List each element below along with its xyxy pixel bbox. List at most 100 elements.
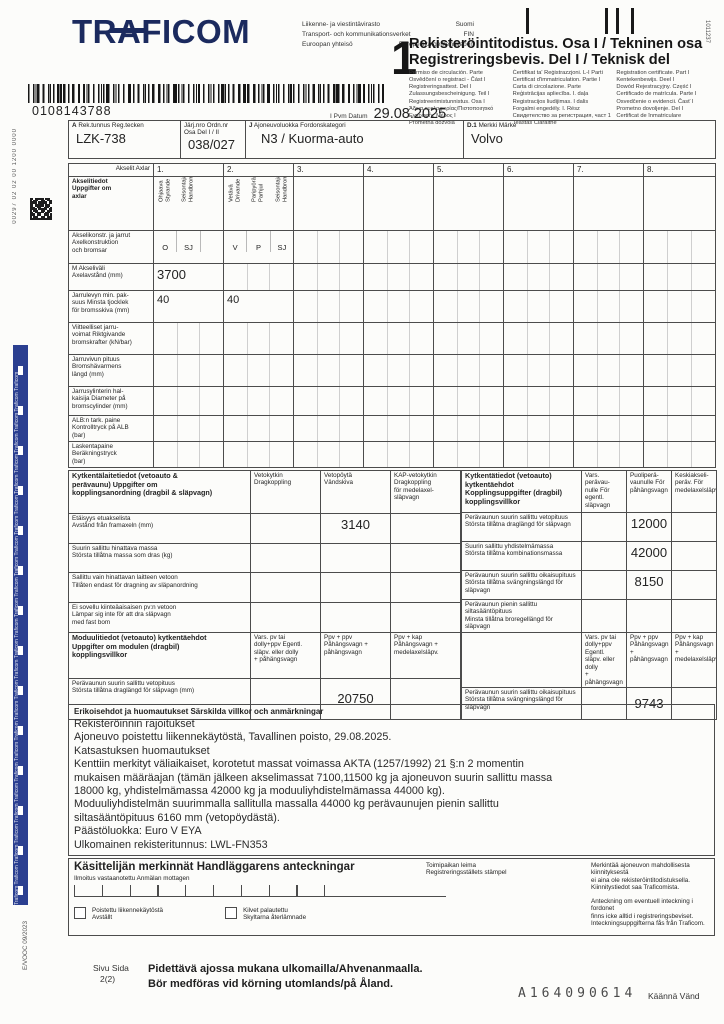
special-conditions-title: Erikoisehdot ja huomautukset Särskilda v… — [74, 707, 324, 716]
no-rigid-drawbar-label: Ei sovellu kiinteäaisaisen pv:n vetoon L… — [68, 601, 251, 633]
date-value: 29.08.2025 — [373, 106, 447, 122]
order-number-label-1: Järj.nro Ordn.nr — [184, 122, 229, 129]
coupling-device-title: Kytkentälaitetiedot (vetoauto & perävaun… — [68, 470, 251, 514]
carry-abroad-fi: Pidettävä ajossa mukana ulkomailla/Ahven… — [148, 963, 423, 975]
min-bridge-rule-label: Perävaunun pienin sallittu siltasääntöpi… — [461, 599, 582, 633]
form-version-code: E/VOOC 09/2023 — [22, 920, 29, 970]
multilingual-titles: Permiso de circulación. Parte Osvědčení … — [409, 70, 715, 127]
identification-table: A Rek.tunnus Reg.tecken LZK-738 Järj.nro… — [68, 120, 716, 159]
axle-number-8: 8. — [643, 163, 716, 177]
calc-pressure-label: Laskentapaine Beräkningstryck (bar) — [68, 441, 154, 468]
languages-column-2: Ċertifikat ta' Reġistrazzjoni. L-I Parti… — [512, 70, 611, 126]
notification-received-label: Ilmoitus vastaanotettu Anmälan mottagen — [74, 875, 190, 882]
order-number-value: 038/027 — [188, 136, 235, 152]
traficom-logo: TRAFICOM — [72, 13, 251, 50]
barcode-number: 0108143788 — [32, 104, 112, 118]
max-towed-mass-label: Suurin sallittu hinattava massa Största … — [68, 542, 251, 574]
coupling-device-table: Kytkentälaitetiedot (vetoauto & perävaun… — [68, 470, 461, 633]
vehicle-class-cell: J Ajoneuvoluokka Fordonskategori N3 / Ku… — [245, 120, 464, 159]
towing-hitch-col: Vetokytkin Dragkoppling — [250, 470, 321, 514]
condition-line: Katsastuksen huomautukset — [74, 744, 210, 757]
decommissioned-checkbox — [74, 907, 86, 919]
max-towing-length-label: Perävaunun suurin sallittu vetopituus St… — [461, 512, 582, 542]
barcode — [28, 84, 384, 103]
module-info-table: Moduulitiedot (vetoauto) kytkentäehdot U… — [68, 631, 461, 720]
brake-disc-axle2-value: 40 — [223, 290, 294, 323]
serial-number: A164090614 — [518, 986, 637, 1001]
agency-sv: Transport- och kommunikationsverket — [302, 30, 411, 38]
plates-returned-checkbox — [225, 907, 238, 919]
right-edge-code: 1011237 — [704, 20, 710, 43]
brake-forces-label: Viitteelliset jarru- voimat Riktgivande … — [68, 322, 154, 355]
axle2-driving-label: Vetävä Drivande — [228, 178, 242, 202]
condition-line: siltasääntöpituus 6160 mm (vetopöydästä)… — [74, 811, 280, 824]
make-label: Merkki Märke — [478, 122, 517, 129]
coupling-band: Kytkentälaitetiedot (vetoauto & perävaun… — [68, 470, 717, 633]
agency-country-sv: FIN — [463, 30, 474, 38]
axle2-twinwheel-label: Paripyörä Parhjul — [251, 177, 265, 203]
condition-line: Kenttiin merkityt väliaikaiset, korotetu… — [74, 758, 524, 771]
order-number-cell: Järj.nro Ordn.nr Osa Del I / II 038/027 — [180, 120, 246, 159]
reg-number-label: Rek.tunnus Reg.tecken — [78, 122, 144, 129]
fifth-wheel-distance-value: 3140 — [320, 512, 391, 544]
max-swing-length-value: 8150 — [626, 570, 672, 600]
axle1-steering-label: Ohjaava Styrande — [158, 178, 172, 202]
module-left-col2: Ppv + ppv Påhängsvagn + påhängsvagn — [320, 631, 391, 680]
turn-over-label: Käännä Vänd — [648, 991, 700, 1001]
date-label: I Pvm Datum — [330, 113, 368, 120]
module-max-towing-length-label: Perävaunun suurin sallittu vetopituus St… — [68, 678, 251, 720]
handler-notes-section: Käsittelijän merkinnät Handläggarens ant… — [68, 858, 715, 936]
datamatrix-icon — [30, 198, 52, 220]
towing-device-only-label: Sallittu vain hinattavan laitteen vetoon… — [68, 572, 251, 603]
axle-number-4: 4. — [363, 163, 434, 177]
module-left-col3: Ppv + kap Påhängsvagn + medelaxelsläpv. — [390, 631, 461, 680]
part-number: 1 — [391, 31, 418, 84]
module-max-towing-length-value: 20750 — [320, 678, 391, 720]
field-code-a: A — [72, 122, 77, 129]
max-towing-length-value: 12000 — [626, 512, 672, 542]
field-code-j: J — [249, 122, 253, 129]
special-conditions-text: Rekisteröinnin rajoitukset Ajoneuvo pois… — [74, 718, 709, 852]
axles-header-label: Akselit Axlar — [68, 163, 154, 177]
brake-disc-axle1-value: 40 — [153, 290, 224, 323]
condition-line: mukaisen määräajan (tämän jälkeen akseli… — [74, 771, 553, 784]
axle1-construction-sj: SJ — [177, 231, 201, 252]
agency-eu: Euroopan yhteisö — [302, 40, 353, 48]
axle-table: Akselit Axlar 1. 2. 3. 4. 5. 6. 7. 8. Ak… — [68, 163, 716, 468]
vehicle-class-value: N3 / Kuorma-auto — [261, 131, 364, 147]
module-conditions-table: Vars. pv tai dolly+ppv Egentl. släpv. el… — [461, 632, 717, 720]
registration-mark — [631, 8, 634, 34]
axle-number-1: 1. — [153, 163, 224, 177]
max-combination-mass-label: Suurin sallittu yhdistelmämassa Största … — [461, 541, 582, 571]
document-title-sv: Registreringsbevis. Del I / Teknisk del — [409, 52, 670, 68]
module-max-swing-length-value: 9743 — [626, 686, 672, 720]
order-number-label-2: Osa Del I / II — [184, 129, 219, 137]
mortgage-note-sv: Anteckning om eventuell inteckning i for… — [591, 897, 705, 927]
axle2-parkbrake-label: Seisontajarru Handbroms — [275, 176, 288, 203]
security-strip: Traficom Traficom Traficom Traficom Traf… — [13, 345, 28, 905]
field-code-d1: D.1 — [467, 122, 477, 129]
reg-number-cell: A Rek.tunnus Reg.tecken LZK-738 — [68, 120, 181, 159]
centre-axle-col: Keskiakseli- peräv. För medelaxelsläpv. — [671, 470, 717, 513]
date-entry-ticks — [74, 885, 446, 897]
semitrailer-col: Puoliperä- vaunulle För påhängsvagn — [626, 470, 672, 513]
coupling-conditions-table: Kytkentätiedot (vetoauto) kytkentäehdot … — [461, 470, 717, 633]
registration-mark — [605, 8, 608, 34]
brake-lever-label: Jarruvivun pituus Bromshävarmens längd (… — [68, 354, 154, 387]
agency-country-fi: Suomi — [455, 21, 474, 28]
agency-eu-sv: Europeiska gemenskapen — [398, 40, 474, 48]
make-cell: D.1 Merkki Märke Volvo — [463, 120, 716, 159]
axle-construction-label: Akselikonstr. ja jarrut Axelkonstruktion… — [68, 230, 154, 264]
mortgage-note-fi: Merkintää ajoneuvon mahdollisesta kiinni… — [591, 862, 691, 892]
axle2-construction-p: P — [247, 231, 271, 252]
module-right-col1: Vars. pv tai dolly+ppv Egentl. släpv. el… — [581, 632, 627, 688]
security-strip-dashes — [18, 351, 23, 905]
module-band: Moduulitiedot (vetoauto) kytkentäehdot U… — [68, 631, 717, 720]
date-line: I Pvm Datum 29.08.2025 — [330, 105, 446, 123]
registration-mark — [526, 8, 529, 34]
wheelbase-value: 3700 — [153, 263, 224, 291]
kap-hitch-col: KAP-vetokytkin Dragkoppling för medelaxe… — [390, 470, 461, 514]
module-right-col2: Ppv + ppv Påhängsvagn + påhängsvagn — [626, 632, 672, 688]
max-swing-length-label: Perävaunun suurin sallittu oikaisupituus… — [461, 570, 582, 600]
